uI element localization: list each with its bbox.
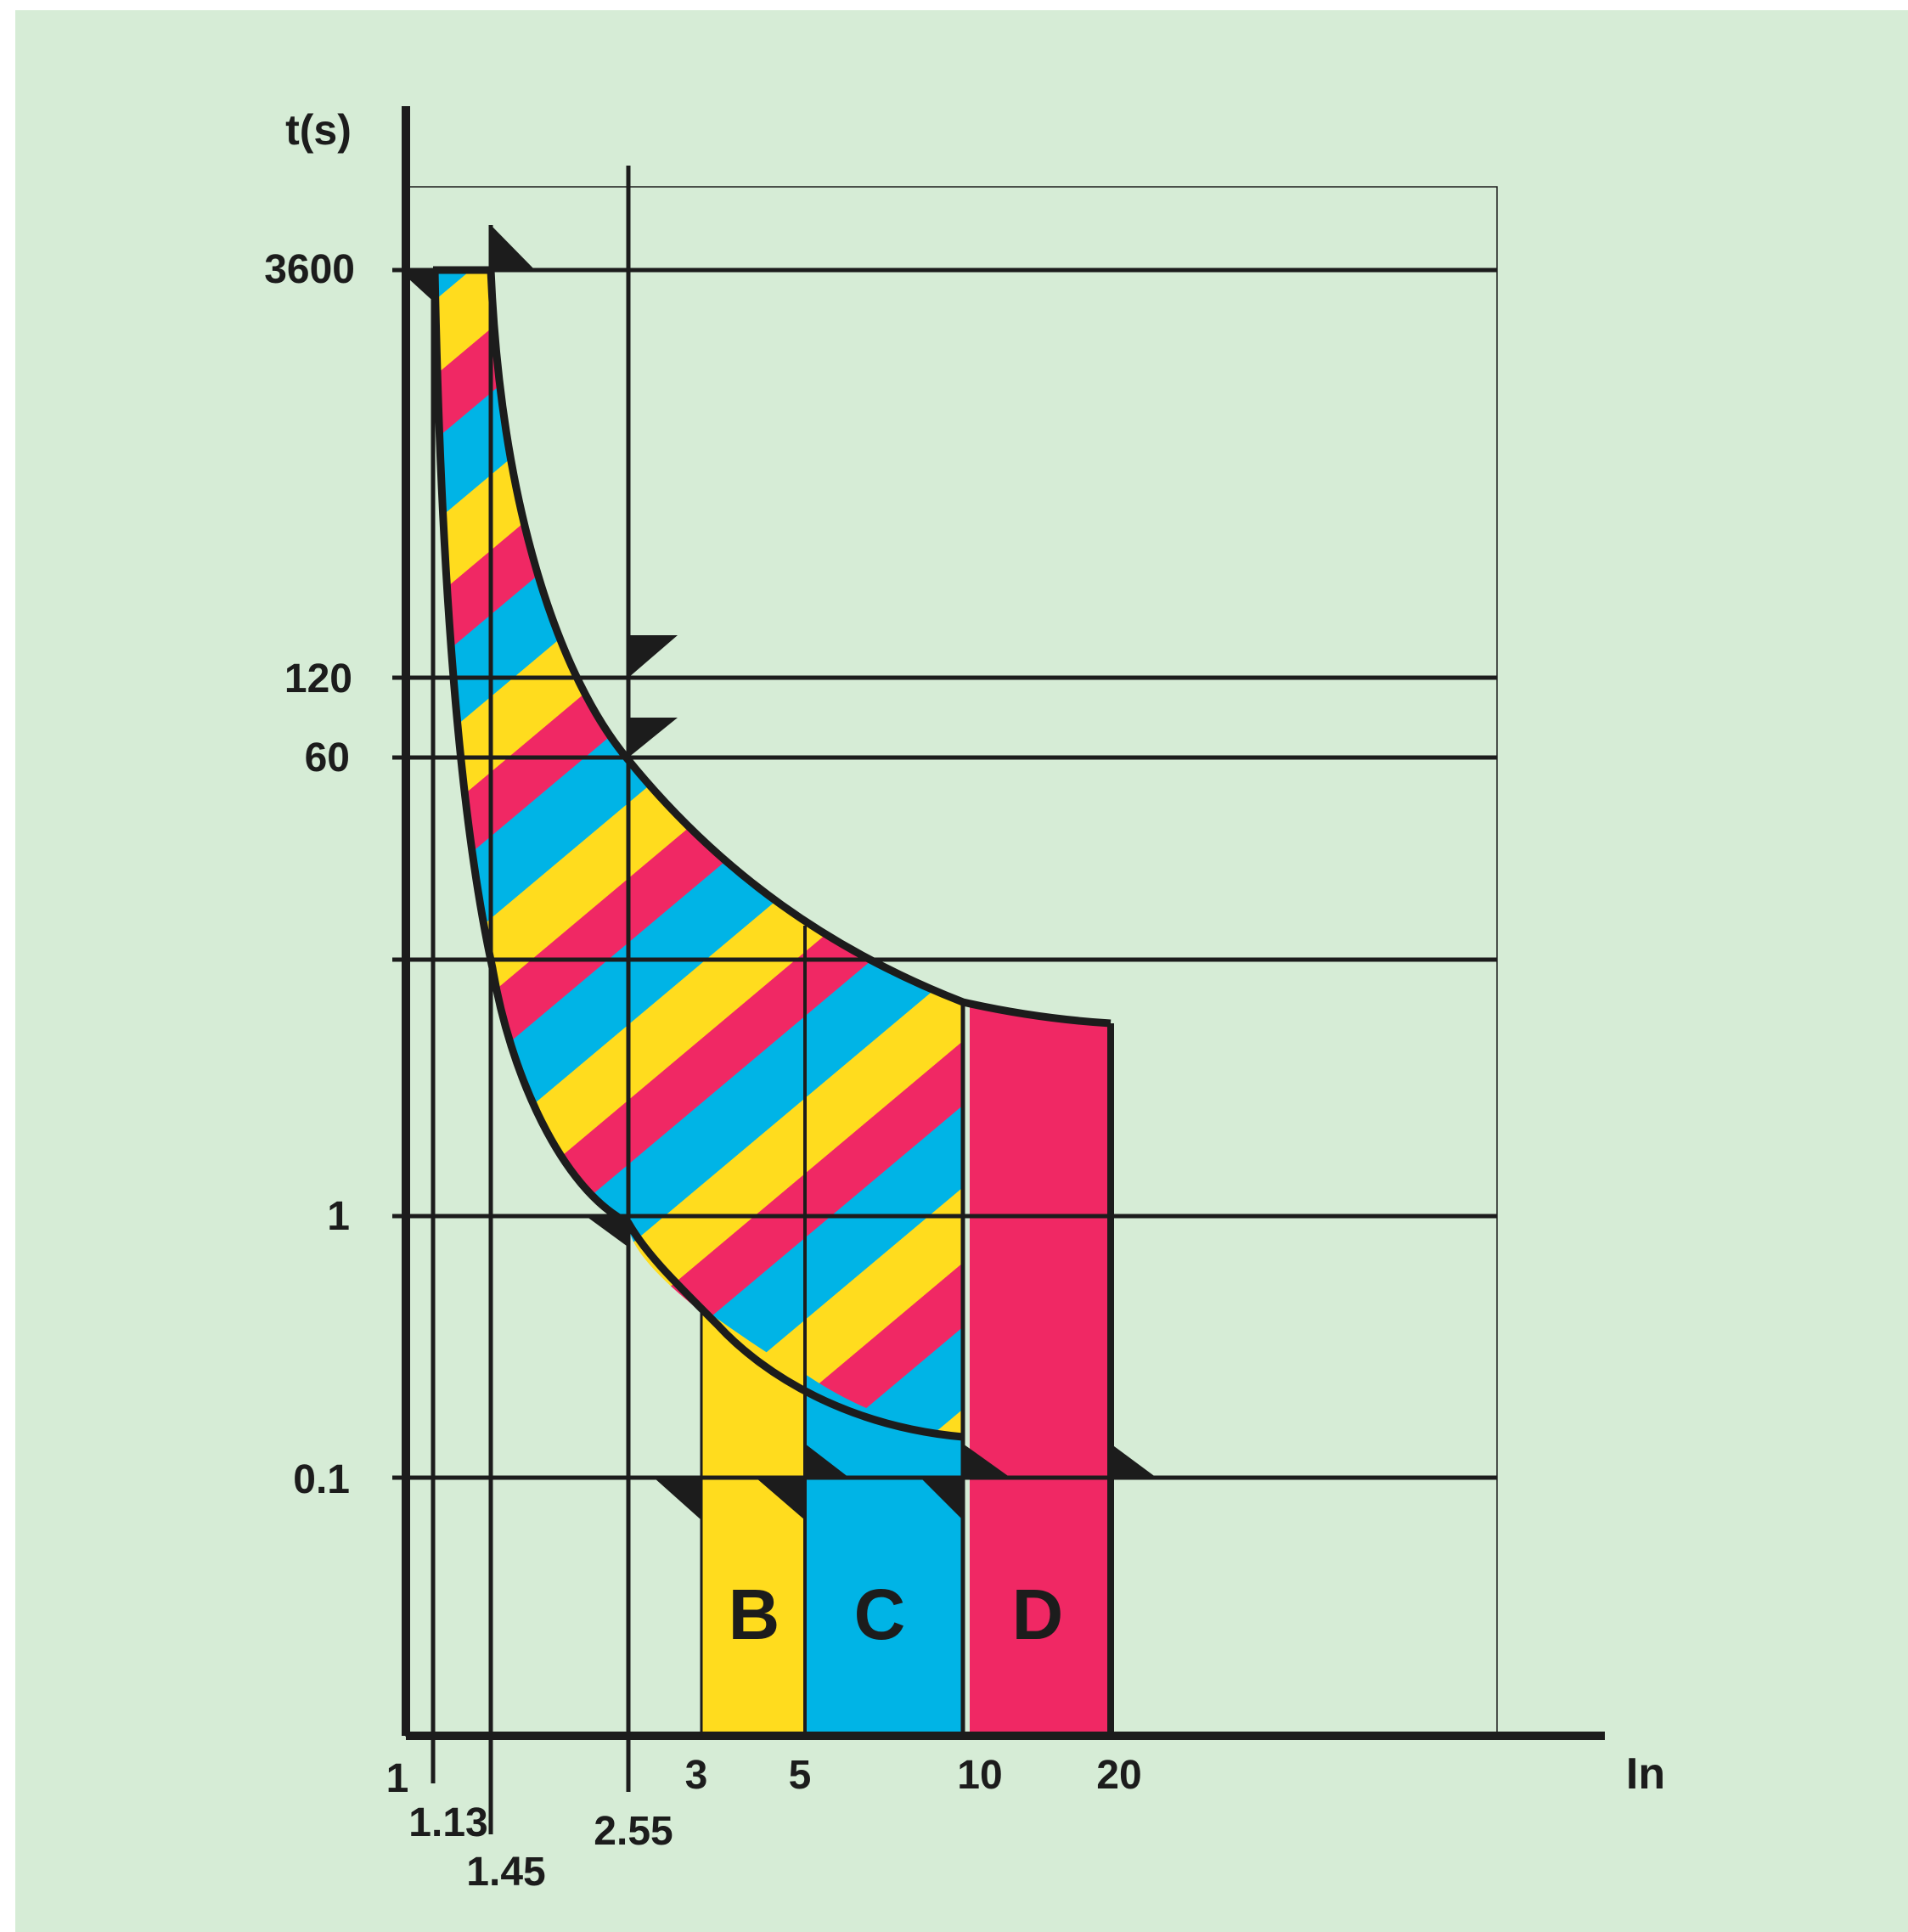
band-d-area [970,1002,1111,1732]
arrow-marker [399,270,438,306]
x-tick-label: 2.55 [594,1809,673,1854]
x-tick-label: 5 [789,1753,812,1798]
x-tick-label: 1.13 [408,1800,487,1845]
band-b-area [701,1308,805,1732]
x-tick-label: 1 [386,1756,409,1801]
arrow-marker [920,1478,963,1520]
lower-tripping-curve [431,269,964,1441]
band-label-d: D [1012,1574,1064,1654]
y-axis-title: t(s) [285,106,352,154]
x-tick-label: 20 [1096,1753,1141,1798]
band-label-c: C [854,1574,906,1654]
y-tick-label: 120 [284,656,352,701]
arrow-marker [963,1444,1010,1478]
x-tick-label: 10 [957,1753,1002,1798]
band-label-b: B [729,1574,780,1654]
arrow-marker [628,718,678,758]
y-tick-label: 0.1 [293,1457,350,1502]
x-tick-label: 1.45 [466,1850,545,1895]
y-tick-label: 60 [305,735,350,780]
arrow-marker [491,225,535,270]
y-tick-label: 3600 [264,247,355,292]
tolerance-band [435,270,963,1437]
y-tick-label: 1 [327,1194,350,1239]
arrow-marker [805,1444,849,1478]
arrow-marker [654,1478,701,1520]
x-tick-label: 3 [685,1753,708,1798]
arrow-marker [756,1478,805,1520]
band-c-area [805,1374,963,1732]
arrow-marker [628,635,678,678]
arrow-marker [1111,1444,1157,1478]
upper-tripping-curve [487,269,1112,1028]
x-axis-title: In [1626,1749,1665,1799]
arrow-marker [586,1216,630,1248]
